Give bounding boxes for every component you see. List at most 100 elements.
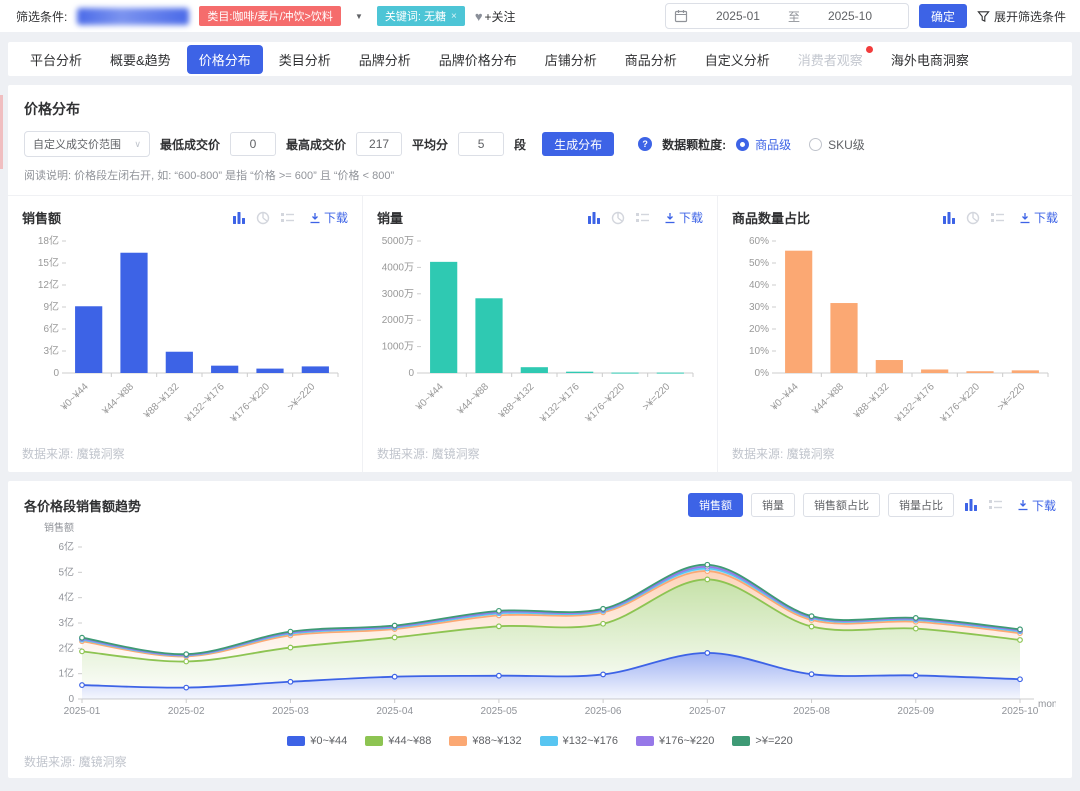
date-range-picker[interactable]: 2025-01 至 2025-10 [664,3,909,29]
price-range-select[interactable]: 自定义成交价范围 ∨ [24,131,150,157]
svg-text:3000万: 3000万 [382,289,414,300]
bar-chart-icon[interactable] [964,498,978,512]
notification-dot [865,45,873,53]
svg-text:>¥=220: >¥=220 [286,381,318,413]
svg-text:2025-09: 2025-09 [897,706,934,717]
svg-text:60%: 60% [749,236,769,247]
svg-text:20%: 20% [749,324,769,335]
svg-text:2025-06: 2025-06 [585,706,622,717]
toggle-销量[interactable]: 销量 [750,493,795,517]
tab-品牌分析[interactable]: 品牌分析 [358,52,411,68]
generate-distribution-button[interactable]: 生成分布 [542,132,615,156]
max-price-input[interactable] [356,132,403,156]
heart-icon: ♥ [474,8,483,24]
tab-消费者观察[interactable]: 消费者观察 [786,45,875,74]
list-icon[interactable] [280,211,295,225]
download-icon [1018,500,1028,511]
expand-filters-button[interactable]: 展开筛选条件 [977,8,1066,25]
svg-text:>¥=220: >¥=220 [996,381,1028,413]
bar-chart-icon[interactable] [232,211,246,225]
trend-legend: ¥0~¥44 ¥44~¥88 ¥88~¥132 ¥132~¥176 ¥176~¥220 >… [24,735,1056,747]
tab-店铺分析[interactable]: 店铺分析 [544,52,597,68]
price-distribution-card: 价格分布 自定义成交价范围 ∨ 最低成交价 最高成交价 平均分 段 生成分布 ?… [8,85,1072,472]
list-icon[interactable] [990,211,1005,225]
tab-平台分析[interactable]: 平台分析 [30,52,83,68]
svg-text:month: month [1038,699,1056,710]
svg-text:0: 0 [408,368,414,379]
date-end-field[interactable]: 2025-10 [827,9,872,23]
granularity-radio-product[interactable]: 商品级 [736,136,791,153]
tab-商品分析[interactable]: 商品分析 [624,52,677,68]
legend-item-¥132~¥176[interactable]: ¥132~¥176 [539,735,619,747]
chevron-down-icon: ∨ [134,138,141,149]
tab-价格分布[interactable]: 价格分布 [186,44,263,74]
svg-text:¥132~¥176: ¥132~¥176 [893,381,937,425]
svg-text:9亿: 9亿 [43,300,59,313]
svg-text:1000万: 1000万 [382,342,414,353]
granularity-radio-sku[interactable]: SKU级 [809,136,865,153]
svg-text:0: 0 [68,694,74,705]
legend-item-¥44~¥88[interactable]: ¥44~¥88 [365,735,431,747]
category-dropdown-caret-icon[interactable]: ▼ [354,11,363,21]
pie-chart-icon[interactable] [256,211,270,225]
bar-chart-icon[interactable] [942,211,956,225]
download-button[interactable]: 下载 [1017,497,1056,514]
product-count-share-bar-chart: 0% 10% 20% 30% 40% 50% 60% ¥0~¥44 ¥44~¥88 ¥88~¥13… [749,236,1049,425]
legend-swatch [636,736,655,746]
download-label: 下载 [678,211,703,225]
svg-text:18亿: 18亿 [38,234,59,247]
granularity-label: 数据颗粒度: [662,137,727,152]
min-price-label: 最低成交价 [160,137,221,152]
legend-item->¥=220[interactable]: >¥=220 [732,735,793,747]
svg-text:¥44~¥88: ¥44~¥88 [810,381,847,418]
tab-自定义分析[interactable]: 自定义分析 [704,52,770,68]
keyword-tag-close-icon[interactable]: × [450,10,457,22]
keyword-tag[interactable]: 关键词: 无糖 × [376,6,465,26]
tab-类目分析[interactable]: 类目分析 [278,52,331,68]
svg-text:¥176~¥220: ¥176~¥220 [938,381,982,425]
pie-chart-icon[interactable] [966,211,980,225]
svg-text:2亿: 2亿 [58,641,74,654]
toggle-销售额占比[interactable]: 销售额占比 [802,493,880,517]
radio-selected-icon [736,137,750,151]
list-icon[interactable] [988,498,1003,512]
svg-text:4亿: 4亿 [58,591,74,604]
sales-amount-panel: 销售额 下载 0 3亿 6亿 9亿 12亿 15亿 18亿 ¥0~¥44 ¥44~¥88 ¥88~… [8,196,362,472]
download-button[interactable]: 下载 [664,209,703,226]
svg-text:2025-05: 2025-05 [481,706,518,717]
min-price-input[interactable] [230,132,277,156]
toggle-销售额[interactable]: 销售额 [687,493,743,517]
bar-chart-icon[interactable] [587,211,601,225]
download-button[interactable]: 下载 [1019,209,1058,226]
legend-item-¥0~¥44[interactable]: ¥0~¥44 [287,735,347,747]
legend-label: ¥44~¥88 [388,735,432,747]
pie-chart-icon[interactable] [611,211,625,225]
legend-item-¥176~¥220[interactable]: ¥176~¥220 [636,735,714,747]
svg-text:3亿: 3亿 [43,344,59,357]
tab-概要&趋势[interactable]: 概要&趋势 [110,52,171,68]
tab-品牌价格分布[interactable]: 品牌价格分布 [438,52,517,68]
radio-unselected-icon [809,137,823,151]
svg-text:0: 0 [53,368,59,379]
svg-text:销售额: 销售额 [44,521,74,534]
legend-label: ¥132~¥176 [562,735,619,747]
list-icon[interactable] [635,211,650,225]
product-count-share-title: 商品数量占比 [732,211,811,226]
follow-button[interactable]: ♥ +关注 [475,8,516,25]
category-tag[interactable]: 类目:咖啡/麦片/冲饮>饮料 [199,6,341,26]
svg-text:2025-02: 2025-02 [168,706,205,717]
tab-海外电商洞察[interactable]: 海外电商洞察 [890,52,969,68]
download-icon [1020,212,1030,223]
datasource-note: 数据来源: 魔镜洞察 [732,447,835,461]
confirm-button[interactable]: 确定 [918,4,967,28]
avg-split-input[interactable] [458,132,505,156]
date-start-field[interactable]: 2025-01 [715,9,760,23]
legend-label: >¥=220 [755,735,793,747]
download-button[interactable]: 下载 [309,209,348,226]
trend-title: 各价格段销售额趋势 [24,498,142,514]
legend-item-¥88~¥132[interactable]: ¥88~¥132 [449,735,522,747]
toggle-销量占比[interactable]: 销量占比 [887,493,954,517]
follow-label: +关注 [484,9,516,24]
expand-filters-label: 展开筛选条件 [993,9,1066,24]
